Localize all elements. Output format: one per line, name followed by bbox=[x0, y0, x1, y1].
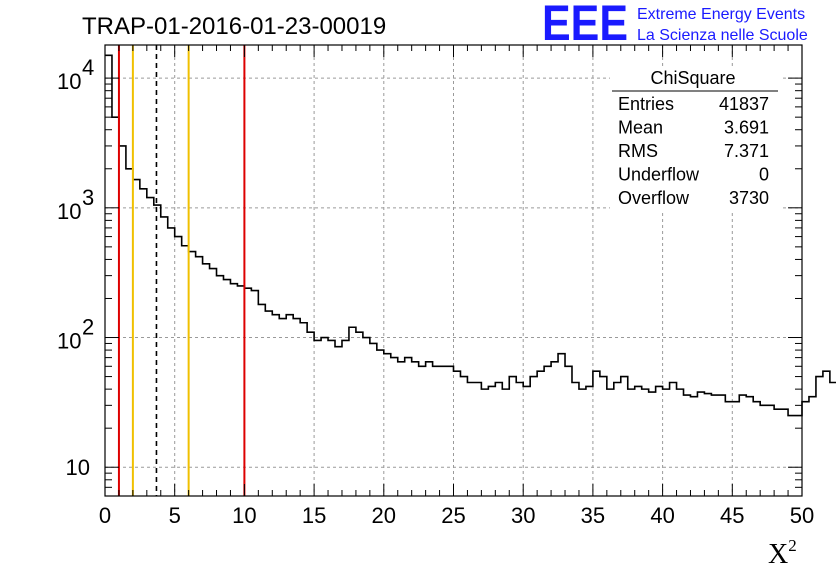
y-tick-exponent: 2 bbox=[82, 315, 94, 340]
stats-value: 0 bbox=[759, 165, 769, 185]
x-tick-label: 5 bbox=[169, 503, 181, 528]
x-tick-labels: 0 5 10 15 20 25 30 35 40 45 50 bbox=[99, 503, 814, 528]
x-tick-label: 30 bbox=[511, 503, 535, 528]
y-tick-exponent: 4 bbox=[82, 55, 94, 80]
x-tick-label: 15 bbox=[302, 503, 326, 528]
y-tick-label: 10 bbox=[57, 199, 81, 224]
stats-value: 3730 bbox=[729, 188, 769, 208]
stats-value: 41837 bbox=[719, 94, 769, 114]
x-tick-label: 50 bbox=[790, 503, 814, 528]
logo-mark: EEE bbox=[542, 0, 628, 51]
stats-value: 3.691 bbox=[724, 118, 769, 138]
marker-lines bbox=[117, 45, 246, 496]
x-tick-label: 25 bbox=[441, 503, 465, 528]
stats-label: Underflow bbox=[618, 165, 700, 185]
x-tick-label: 40 bbox=[650, 503, 674, 528]
stats-label: RMS bbox=[618, 141, 658, 161]
x-tick-label: 45 bbox=[720, 503, 744, 528]
y-tick-label: 10 bbox=[66, 455, 90, 480]
x-tick-label: 10 bbox=[232, 503, 256, 528]
histogram-series bbox=[105, 54, 836, 417]
stats-box: ChiSquare Entries 41837 Mean 3.691 RMS 7.371 U… bbox=[610, 66, 780, 211]
x-tick-label: 35 bbox=[581, 503, 605, 528]
logo-line-1: Extreme Energy Events bbox=[637, 6, 805, 23]
chart-title: TRAP-01-2016-01-23-00019 bbox=[82, 13, 386, 40]
stats-label: Overflow bbox=[618, 188, 690, 208]
x-tick-label: 20 bbox=[372, 503, 396, 528]
y-tick-label: 10 bbox=[57, 329, 81, 354]
stats-label: Entries bbox=[618, 94, 674, 114]
logo-line-2: La Scienza nelle Scuole bbox=[637, 27, 808, 44]
stats-value: 7.371 bbox=[724, 141, 769, 161]
histogram-step-line bbox=[105, 54, 836, 417]
axis-ticks bbox=[104, 45, 803, 497]
y-tick-exponent: 3 bbox=[82, 185, 94, 210]
eee-logo: EEE Extreme Energy Events La Scienza nel… bbox=[542, 0, 808, 51]
stats-label: Mean bbox=[618, 118, 663, 138]
y-tick-label: 10 bbox=[57, 69, 81, 94]
stats-title: ChiSquare bbox=[650, 68, 735, 88]
x-tick-label: 0 bbox=[99, 503, 111, 528]
grid bbox=[105, 45, 802, 496]
x-axis-label: X2 bbox=[768, 536, 797, 570]
